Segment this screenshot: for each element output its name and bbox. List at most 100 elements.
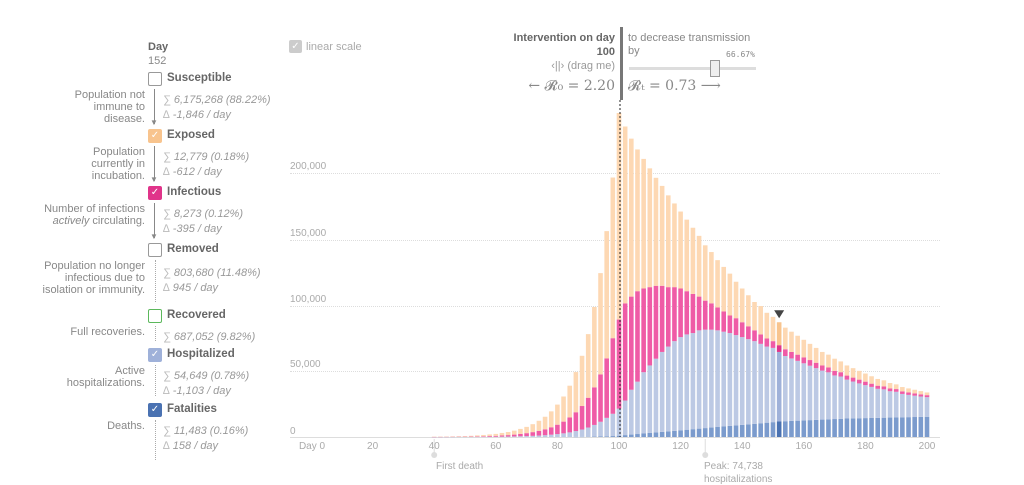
bar-infectious[interactable] <box>574 412 579 431</box>
bar-hospitalized[interactable] <box>740 337 745 425</box>
bar-exposed[interactable] <box>820 352 825 366</box>
bar-infectious[interactable] <box>691 294 696 333</box>
bar-fatalities[interactable] <box>697 429 702 437</box>
bar-infectious[interactable] <box>721 311 726 331</box>
bar-fatalities[interactable] <box>875 418 880 437</box>
bar-infectious[interactable] <box>882 386 887 389</box>
bar-infectious[interactable] <box>617 320 622 409</box>
bar-fatalities[interactable] <box>648 433 653 437</box>
bar-exposed[interactable] <box>530 424 535 432</box>
bar-exposed[interactable] <box>684 220 689 292</box>
bar-fatalities[interactable] <box>629 435 634 437</box>
bar-fatalities[interactable] <box>728 426 733 437</box>
bar-exposed[interactable] <box>623 127 628 304</box>
bar-fatalities[interactable] <box>900 417 905 437</box>
bar-exposed[interactable] <box>888 383 893 388</box>
bar-hospitalized[interactable] <box>746 339 751 424</box>
bar-hospitalized[interactable] <box>900 394 905 417</box>
bar-exposed[interactable] <box>555 405 560 425</box>
bar-fatalities[interactable] <box>814 420 819 437</box>
bar-exposed[interactable] <box>925 392 930 395</box>
bar-hospitalized[interactable] <box>604 418 609 436</box>
bar-infectious[interactable] <box>697 297 702 331</box>
bar-fatalities[interactable] <box>703 428 708 437</box>
bar-hospitalized[interactable] <box>641 372 646 433</box>
bar-infectious[interactable] <box>586 398 591 428</box>
bar-infectious[interactable] <box>580 406 585 429</box>
bar-infectious[interactable] <box>758 334 763 343</box>
bar-fatalities[interactable] <box>826 419 831 437</box>
bar-infectious[interactable] <box>494 436 499 437</box>
bar-hospitalized[interactable] <box>795 361 800 421</box>
bar-exposed[interactable] <box>506 432 511 435</box>
bar-exposed[interactable] <box>728 274 733 316</box>
bar-infectious[interactable] <box>832 371 837 376</box>
bar-exposed[interactable] <box>549 411 554 427</box>
bar-fatalities[interactable] <box>783 421 788 437</box>
bar-fatalities[interactable] <box>795 421 800 437</box>
bar-fatalities[interactable] <box>740 425 745 437</box>
bar-infectious[interactable] <box>561 422 566 434</box>
bar-exposed[interactable] <box>487 434 492 436</box>
bar-exposed[interactable] <box>703 245 708 300</box>
bar-infectious[interactable] <box>549 427 554 434</box>
bar-fatalities[interactable] <box>851 418 856 437</box>
bar-fatalities[interactable] <box>925 417 930 437</box>
bar-exposed[interactable] <box>604 231 609 358</box>
bar-exposed[interactable] <box>611 178 616 339</box>
bar-infectious[interactable] <box>752 330 757 341</box>
bar-fatalities[interactable] <box>832 419 837 437</box>
bar-exposed[interactable] <box>518 429 523 434</box>
bar-infectious[interactable] <box>684 291 689 334</box>
bar-infectious[interactable] <box>912 393 917 395</box>
bar-hospitalized[interactable] <box>826 372 831 419</box>
bar-hospitalized[interactable] <box>672 341 677 431</box>
bar-exposed[interactable] <box>654 178 659 286</box>
bar-exposed[interactable] <box>463 436 468 437</box>
bar-exposed[interactable] <box>869 376 874 383</box>
bar-exposed[interactable] <box>894 384 899 389</box>
bar-exposed[interactable] <box>494 434 499 436</box>
bar-infectious[interactable] <box>845 376 850 380</box>
bar-fatalities[interactable] <box>863 418 868 437</box>
bar-infectious[interactable] <box>728 316 733 334</box>
bar-hospitalized[interactable] <box>906 395 911 417</box>
bar-hospitalized[interactable] <box>765 347 770 423</box>
bar-infectious[interactable] <box>826 367 831 372</box>
bar-infectious[interactable] <box>629 297 634 390</box>
bar-exposed[interactable] <box>919 391 924 394</box>
bar-exposed[interactable] <box>721 267 726 312</box>
bar-infectious[interactable] <box>789 352 794 358</box>
bar-infectious[interactable] <box>709 303 714 329</box>
bar-exposed[interactable] <box>592 307 597 387</box>
bar-infectious[interactable] <box>906 392 911 394</box>
bar-fatalities[interactable] <box>598 436 603 437</box>
bar-hospitalized[interactable] <box>617 409 622 436</box>
bar-hospitalized[interactable] <box>635 382 640 434</box>
bar-infectious[interactable] <box>611 338 616 414</box>
bar-infectious[interactable] <box>678 289 683 338</box>
bar-hospitalized[interactable] <box>555 434 560 437</box>
bar-exposed[interactable] <box>586 334 591 398</box>
bar-exposed[interactable] <box>666 195 671 287</box>
bar-fatalities[interactable] <box>666 431 671 437</box>
bar-exposed[interactable] <box>765 313 770 339</box>
bar-hospitalized[interactable] <box>771 348 776 422</box>
bar-fatalities[interactable] <box>635 434 640 437</box>
bar-infectious[interactable] <box>777 345 782 352</box>
bar-exposed[interactable] <box>900 387 905 391</box>
bar-exposed[interactable] <box>567 386 572 418</box>
bar-infectious[interactable] <box>894 389 899 392</box>
bar-exposed[interactable] <box>715 260 720 307</box>
bar-hospitalized[interactable] <box>660 352 665 432</box>
bar-infectious[interactable] <box>783 349 788 356</box>
bar-hospitalized[interactable] <box>882 389 887 417</box>
bar-fatalities[interactable] <box>709 428 714 437</box>
bar-fatalities[interactable] <box>802 420 807 437</box>
bar-exposed[interactable] <box>697 236 702 297</box>
bar-exposed[interactable] <box>838 361 843 372</box>
drag-hint[interactable]: ‹||› (drag me) <box>551 60 615 72</box>
bar-fatalities[interactable] <box>771 422 776 437</box>
bar-fatalities[interactable] <box>789 421 794 437</box>
bar-hospitalized[interactable] <box>894 392 899 418</box>
